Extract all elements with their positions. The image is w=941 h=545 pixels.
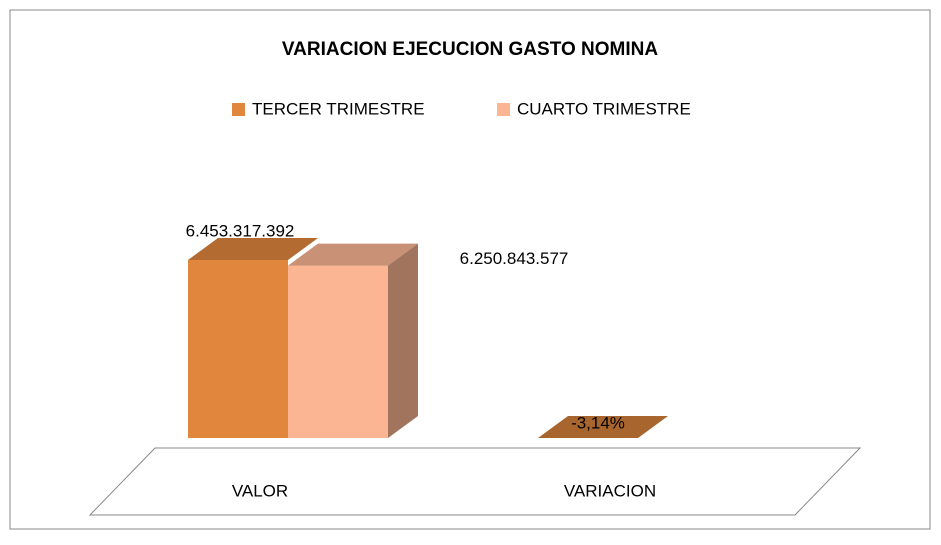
floor bbox=[88, 447, 862, 516]
legend-label: CUARTO TRIMESTRE bbox=[517, 99, 691, 118]
chart-border bbox=[9, 9, 931, 530]
data-label: 6.453.317.392 bbox=[186, 221, 295, 240]
x-tick-label: VALOR bbox=[232, 481, 288, 500]
bar bbox=[188, 238, 318, 438]
chart-title: VARIACION EJECUCION GASTO NOMINA bbox=[282, 39, 658, 60]
bar-face bbox=[288, 243, 418, 266]
bar-face bbox=[288, 265, 388, 438]
legend-swatch bbox=[497, 103, 510, 116]
data-label: 6.250.843.577 bbox=[460, 249, 569, 268]
data-label: -3,14% bbox=[571, 413, 625, 432]
legend-swatch bbox=[232, 103, 245, 116]
bar-face bbox=[188, 238, 318, 260]
bar-face bbox=[188, 260, 288, 438]
bar-face bbox=[388, 243, 418, 438]
bar-face bbox=[538, 416, 668, 438]
x-tick-label: VARIACION bbox=[564, 481, 656, 500]
legend-label: TERCER TRIMESTRE bbox=[252, 99, 425, 118]
bar bbox=[538, 416, 668, 438]
bar bbox=[288, 243, 418, 438]
